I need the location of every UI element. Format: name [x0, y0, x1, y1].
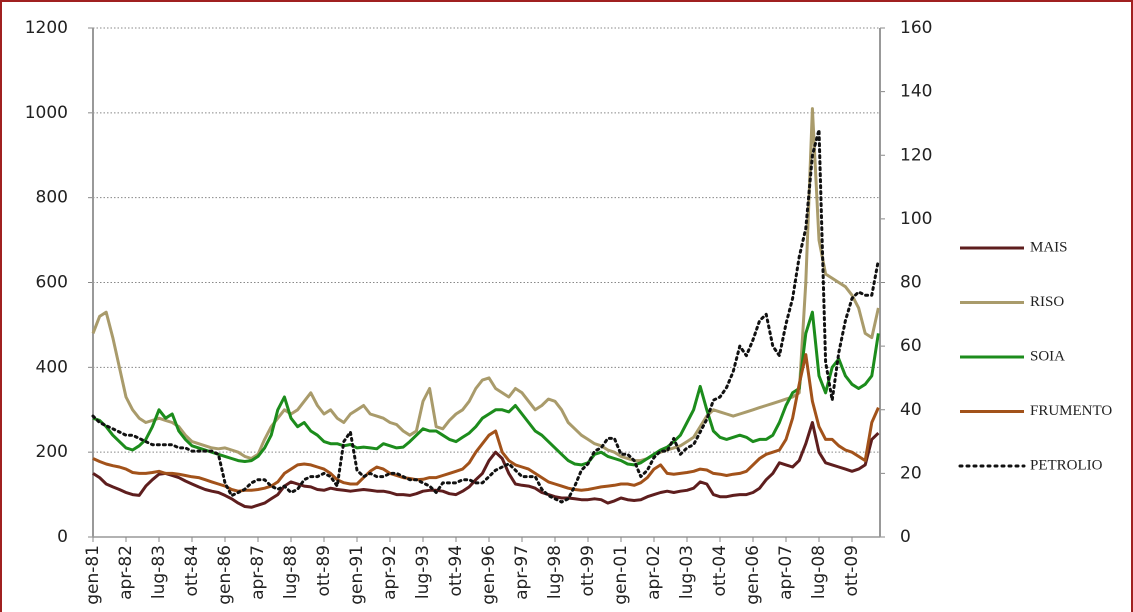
- x-tick-label: lug-88: [281, 545, 301, 599]
- x-tick-label: gen-96: [479, 545, 499, 605]
- x-tick-label: lug-93: [413, 545, 433, 599]
- series-line: [91, 107, 880, 463]
- x-tick-label: gen-86: [215, 545, 235, 605]
- y-tick-label: 1200: [25, 18, 68, 38]
- y2-tick-label: 0: [900, 527, 911, 547]
- x-tick-label: lug-83: [149, 545, 169, 599]
- x-tick-label: apr-92: [380, 545, 400, 600]
- x-tick-label: gen-91: [347, 545, 367, 605]
- y-tick-label: 1000: [25, 103, 68, 123]
- x-tick-label: lug-03: [677, 545, 697, 599]
- legend-label: RISO: [1030, 294, 1064, 310]
- x-tick-label: ott-04: [710, 545, 730, 597]
- y2-tick-label: 140: [900, 82, 932, 102]
- y-tick-label: 0: [57, 527, 68, 547]
- y-tick-label: 200: [36, 442, 68, 462]
- x-tick-label: apr-82: [116, 545, 136, 600]
- x-tick-label: apr-02: [644, 545, 664, 600]
- x-tick-label: apr-87: [248, 545, 268, 600]
- y-tick-label: 600: [36, 273, 68, 293]
- y-tick-label: 800: [36, 188, 68, 208]
- series-line: [92, 310, 880, 467]
- y-tick-label: 400: [36, 357, 68, 377]
- y2-tick-label: 120: [900, 145, 932, 165]
- series-line: [92, 353, 880, 493]
- legend-label: SOIA: [1030, 348, 1065, 364]
- series-line: [91, 128, 880, 504]
- y2-tick-label: 160: [900, 18, 932, 38]
- x-tick-label: lug-08: [809, 545, 829, 599]
- x-tick-label: lug-98: [545, 545, 565, 599]
- legend-label: FRUMENTO: [1030, 403, 1112, 419]
- x-tick-label: apr-97: [512, 545, 532, 600]
- x-tick-label: ott-94: [446, 545, 466, 597]
- x-tick-label: ott-09: [842, 545, 862, 597]
- legend-label: MAIS: [1030, 239, 1068, 255]
- y2-tick-label: 20: [900, 463, 922, 483]
- y2-tick-label: 40: [900, 400, 922, 420]
- x-tick-label: gen-81: [83, 545, 103, 605]
- x-tick-label: apr-07: [776, 545, 796, 600]
- x-tick-label: gen-06: [743, 545, 763, 605]
- series-line: [92, 421, 880, 509]
- x-tick-label: ott-84: [182, 545, 202, 597]
- legend-label: PETROLIO: [1030, 457, 1103, 473]
- y2-tick-label: 80: [900, 273, 922, 293]
- y2-tick-label: 100: [900, 209, 932, 229]
- x-tick-label: ott-89: [314, 545, 334, 597]
- y2-tick-label: 60: [900, 336, 922, 356]
- x-tick-label: ott-99: [578, 545, 598, 597]
- x-tick-label: gen-01: [611, 545, 631, 605]
